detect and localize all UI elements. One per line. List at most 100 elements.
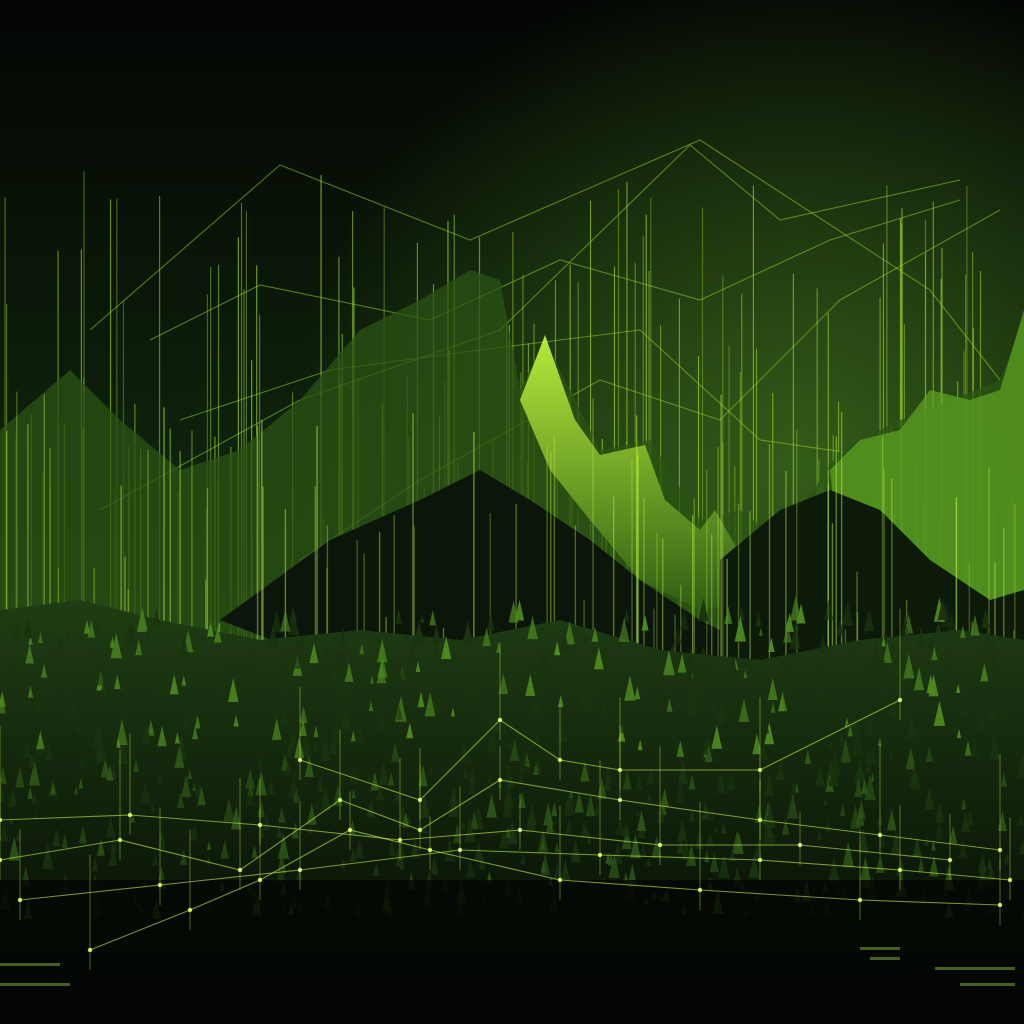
graph-line	[19, 849, 1011, 901]
tree	[899, 617, 911, 642]
tree	[608, 852, 620, 878]
tree	[1017, 811, 1024, 826]
tree	[285, 761, 291, 774]
tree	[227, 678, 239, 702]
tree	[828, 856, 840, 883]
tree	[367, 772, 372, 782]
tree	[319, 785, 332, 812]
tree	[65, 685, 72, 700]
tree	[54, 649, 59, 658]
tree	[909, 831, 913, 840]
tree	[847, 642, 853, 653]
tree	[31, 790, 38, 804]
tree	[492, 714, 501, 734]
tree	[370, 675, 374, 684]
tree	[1000, 772, 1008, 787]
tree	[564, 621, 575, 645]
tree	[567, 686, 574, 700]
tree	[618, 617, 630, 642]
tree	[42, 843, 54, 869]
tree	[776, 760, 786, 781]
tree	[637, 739, 643, 751]
tree	[431, 694, 439, 711]
tree	[710, 697, 718, 713]
tree	[108, 845, 118, 866]
tree	[36, 730, 45, 750]
tree	[74, 785, 79, 795]
tree	[886, 809, 897, 831]
graph-point	[397, 837, 403, 843]
tree	[417, 691, 425, 708]
tree	[487, 730, 498, 753]
graph-point	[597, 852, 603, 858]
tree	[764, 774, 775, 796]
tree	[300, 732, 312, 757]
tree	[109, 636, 115, 648]
tree	[424, 692, 436, 717]
tree	[930, 839, 936, 851]
tree	[174, 745, 185, 768]
tree	[218, 688, 225, 702]
tree	[960, 625, 966, 638]
tree	[1004, 851, 1010, 864]
tree	[794, 618, 799, 628]
graph-point	[897, 697, 903, 703]
tree	[704, 744, 713, 763]
tree	[394, 788, 400, 801]
tree	[564, 791, 575, 816]
tree	[396, 705, 403, 720]
tree	[156, 771, 162, 783]
tree	[97, 838, 105, 856]
tree	[428, 764, 434, 776]
tree	[991, 638, 996, 647]
tree	[350, 730, 356, 742]
tree	[340, 685, 349, 703]
tree	[623, 608, 630, 622]
tree	[462, 767, 468, 779]
graph-point	[17, 897, 23, 903]
tree	[676, 838, 685, 855]
tree	[709, 852, 719, 873]
tree	[546, 815, 554, 833]
tree	[313, 741, 317, 750]
tree	[663, 649, 675, 676]
tree	[192, 725, 199, 740]
tree	[354, 838, 364, 859]
tree	[574, 791, 584, 813]
tree	[870, 773, 875, 782]
tree	[329, 663, 339, 683]
tree	[847, 724, 853, 737]
tree	[180, 848, 188, 865]
tree	[815, 765, 825, 787]
tree	[854, 778, 863, 798]
tree	[585, 794, 596, 817]
tree	[635, 773, 644, 791]
tree	[326, 699, 330, 708]
tree	[964, 740, 972, 756]
tree	[233, 714, 239, 727]
tree	[33, 810, 38, 820]
tree	[977, 852, 987, 873]
wire-line	[99, 144, 961, 511]
tree	[752, 860, 759, 876]
tree	[48, 683, 57, 701]
tree	[429, 610, 437, 626]
tree	[108, 689, 113, 699]
tree	[28, 760, 41, 786]
tree	[290, 730, 297, 743]
tree	[990, 648, 998, 667]
tree	[1019, 838, 1024, 854]
small-caption-glyphs	[0, 947, 1015, 986]
tree	[698, 598, 709, 622]
tree	[878, 654, 888, 675]
tree	[141, 722, 151, 743]
tree	[45, 743, 53, 760]
tree	[106, 816, 116, 838]
tree	[630, 834, 641, 859]
tree	[934, 819, 944, 840]
tree	[450, 707, 455, 717]
tree	[116, 719, 128, 745]
tree	[534, 729, 541, 742]
tree	[701, 740, 709, 756]
tree	[93, 660, 105, 686]
